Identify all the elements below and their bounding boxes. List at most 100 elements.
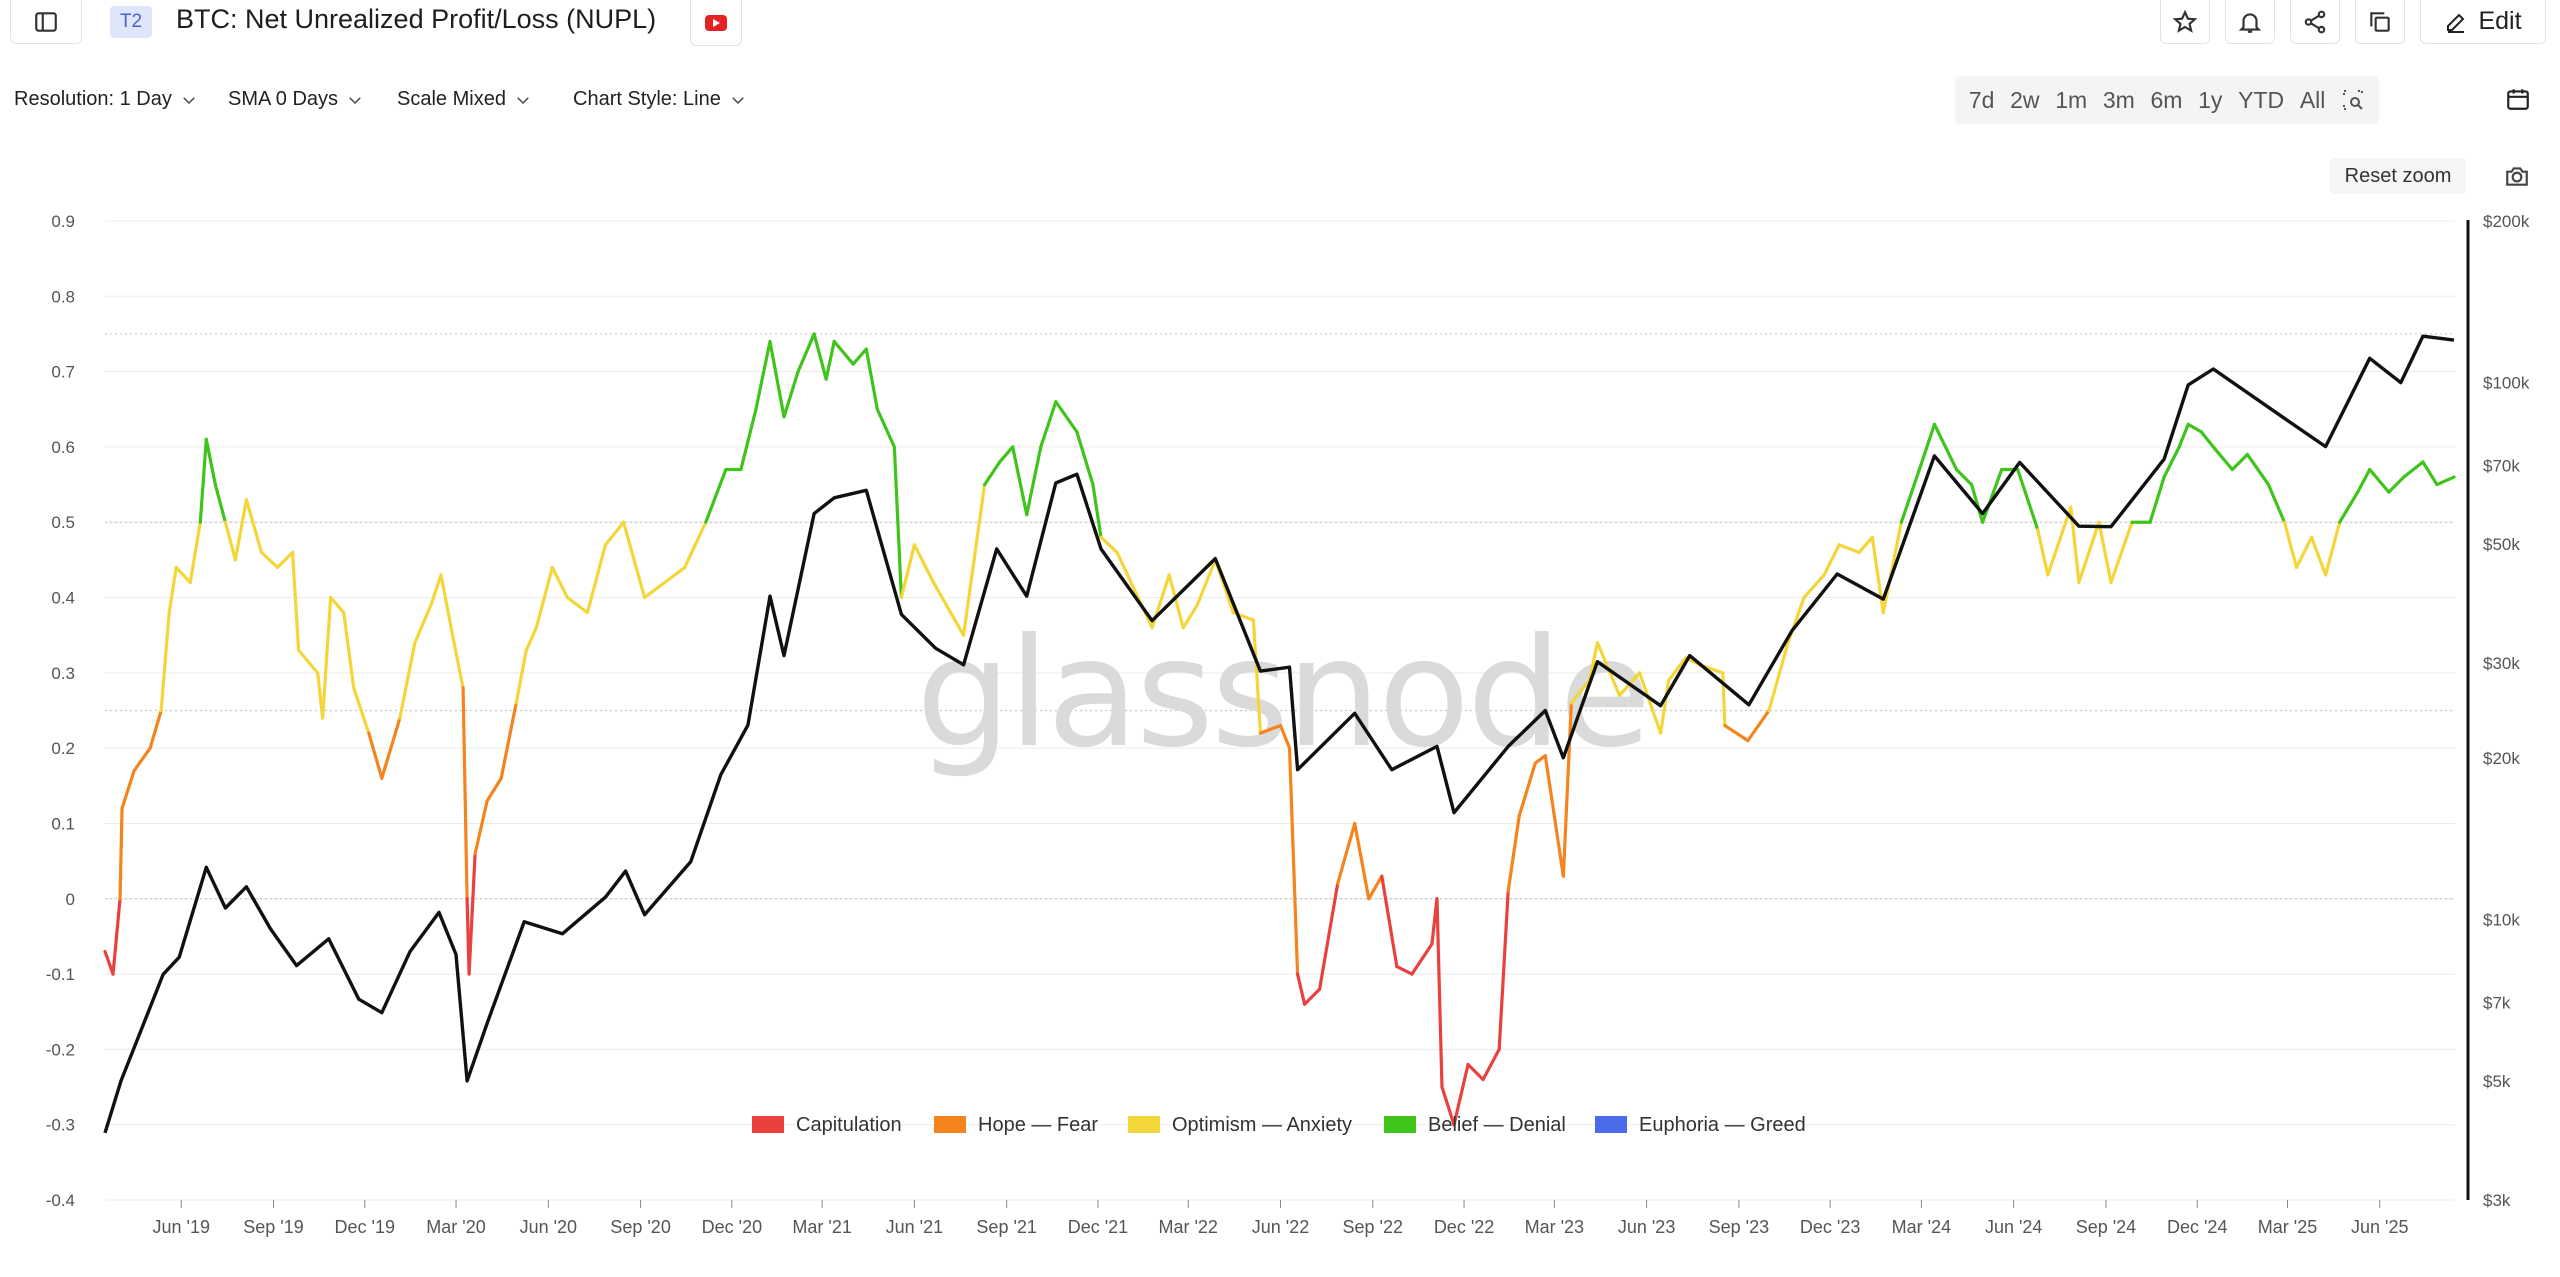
nupl-segment <box>233 498 249 562</box>
scale-label: Scale Mixed <box>397 88 506 110</box>
left-tick-label: 0 <box>66 890 75 909</box>
nupl-segment <box>683 520 708 570</box>
range-3m-button[interactable]: 3m <box>2102 86 2135 113</box>
nupl-segment <box>1295 972 1307 1006</box>
left-tick-label: 0.6 <box>51 438 75 457</box>
nupl-segment <box>1251 618 1263 735</box>
youtube-button[interactable] <box>690 0 742 46</box>
nupl-segment <box>1054 400 1079 434</box>
edit-button[interactable]: Edit <box>2420 0 2546 44</box>
sma-dropdown[interactable]: SMA 0 Days <box>228 88 364 111</box>
nupl-segment <box>296 648 320 675</box>
range-all-button[interactable]: All <box>2299 86 2326 113</box>
legend-item[interactable]: Hope — Fear <box>978 1114 1098 1136</box>
nupl-segment <box>1767 641 1790 713</box>
screenshot-button[interactable] <box>2500 160 2534 192</box>
nupl-segment <box>1167 573 1185 630</box>
right-tick-label: $5k <box>2483 1072 2511 1091</box>
scale-dropdown[interactable]: Scale Mixed <box>397 88 532 111</box>
range-6m-button[interactable]: 6m <box>2150 86 2183 113</box>
nupl-segment <box>704 467 728 524</box>
nupl-segment <box>603 520 626 547</box>
nupl-segment <box>1195 558 1217 607</box>
x-tick-label: Dec '20 <box>702 1217 762 1237</box>
zoom-select-button[interactable] <box>2337 84 2369 116</box>
nupl-segment <box>1258 723 1283 735</box>
nupl-segment <box>768 339 786 419</box>
chart-style-dropdown[interactable]: Chart Style: Line <box>573 88 747 111</box>
chart-style-label: Chart Style: Line <box>573 88 721 110</box>
nupl-segment <box>2368 467 2391 494</box>
right-tick-label: $100k <box>2483 374 2530 393</box>
range-ytd-button[interactable]: YTD <box>2238 86 2285 113</box>
right-tick-label: $70k <box>2483 457 2520 476</box>
nupl-segment <box>2266 482 2287 524</box>
tier-badge: T2 <box>110 6 152 38</box>
nupl-segment <box>1410 942 1434 976</box>
nupl-segment <box>565 595 590 615</box>
nupl-segment <box>1802 573 1826 600</box>
header: T2 BTC: Net Unrealized Profit/Loss (NUPL… <box>0 0 2560 50</box>
legend-item[interactable]: Euphoria — Greed <box>1639 1114 1806 1136</box>
nupl-segment <box>120 769 136 811</box>
sidebar-toggle-button[interactable] <box>10 0 82 44</box>
x-tick-label: Jun '24 <box>1985 1217 2042 1237</box>
range-2w-button[interactable]: 2w <box>2010 86 2040 113</box>
x-tick-label: Mar '21 <box>792 1217 851 1237</box>
nupl-segment <box>275 550 295 570</box>
range-1y-button[interactable]: 1y <box>2198 86 2223 113</box>
duplicate-button[interactable] <box>2355 0 2405 44</box>
nupl-segment <box>1481 1047 1501 1082</box>
nupl-segment <box>1380 874 1399 969</box>
nupl-segment <box>167 565 178 615</box>
x-tick-label: Jun '22 <box>1252 1217 1309 1237</box>
nupl-segment <box>2309 535 2328 577</box>
nupl-segment <box>585 543 608 615</box>
resolution-dropdown[interactable]: Resolution: 1 Day <box>14 88 198 111</box>
nupl-segment <box>2387 475 2406 494</box>
nupl-segment <box>2294 535 2314 570</box>
chevron-down-icon <box>183 96 195 104</box>
nupl-segment <box>2245 452 2271 487</box>
nupl-segment <box>1091 482 1103 539</box>
legend-item[interactable]: Optimism — Anxiety <box>1172 1114 1352 1136</box>
nupl-segment <box>429 573 443 607</box>
btc-price-line <box>103 334 2455 1134</box>
nupl-segment <box>244 498 264 554</box>
nupl-segment <box>1533 754 1547 765</box>
nupl-segment <box>912 543 936 585</box>
x-tick-label: Sep '21 <box>976 1217 1037 1237</box>
nupl-segment <box>380 716 402 780</box>
nupl-segment <box>2199 430 2215 449</box>
nupl-segment <box>473 799 489 856</box>
right-tick-label: $20k <box>2483 749 2520 768</box>
nupl-segment <box>1367 874 1384 901</box>
nupl-segment <box>899 543 917 600</box>
left-tick-label: 0.3 <box>51 664 75 683</box>
resolution-label: Resolution: 1 Day <box>14 88 172 110</box>
nupl-segment <box>514 648 528 705</box>
nupl-segment <box>132 746 152 773</box>
nupl-segment <box>832 339 855 366</box>
favorite-button[interactable] <box>2160 0 2210 44</box>
nupl-segment <box>174 565 192 585</box>
x-tick-label: Sep '24 <box>2076 1217 2137 1237</box>
date-picker-button[interactable] <box>2490 72 2546 126</box>
reset-zoom-button[interactable]: Reset zoom <box>2330 158 2466 194</box>
share-button[interactable] <box>2290 0 2340 44</box>
nupl-segment <box>824 339 836 381</box>
alert-button[interactable] <box>2225 0 2275 44</box>
range-7d-button[interactable]: 7d <box>1968 86 1995 113</box>
left-axis: 0.9 0.8 0.7 0.6 0.5 0.4 0.3 0.2 0.1 0 -0.1 -0.2 -0.3… <box>46 212 75 1210</box>
legend-item[interactable]: Capitulation <box>796 1114 902 1136</box>
grid <box>105 220 2455 1201</box>
nupl-segment <box>2402 460 2425 479</box>
nupl-segment <box>1954 467 1974 487</box>
nupl-segment <box>1075 430 1095 487</box>
nupl-segment <box>2282 520 2299 570</box>
pencil-icon <box>2447 13 2465 33</box>
legend-item[interactable]: Belief — Denial <box>1428 1114 1566 1136</box>
camera-icon <box>2506 167 2528 186</box>
nupl-chart[interactable]: glassnode 0.9 0.8 0.7 0.6 0.5 0.4 0.3 0.2 0.1 0 -0… <box>0 190 2560 1277</box>
range-1m-button[interactable]: 1m <box>2055 86 2088 113</box>
